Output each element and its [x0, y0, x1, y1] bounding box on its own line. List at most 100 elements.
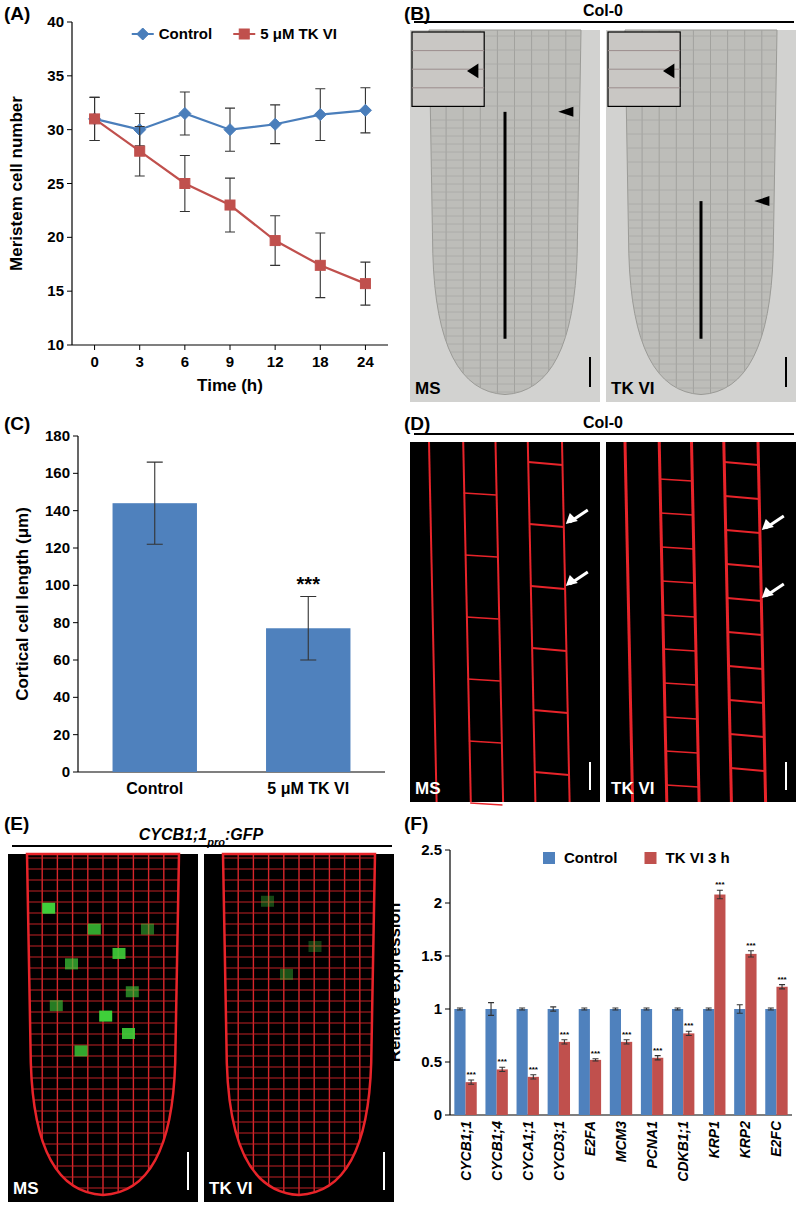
y-axis — [449, 850, 450, 1115]
annotations: ********************************* — [466, 880, 787, 1079]
cross-wall — [466, 617, 498, 619]
x-axis-title: Time (h) — [197, 376, 263, 395]
gfp-signal — [280, 969, 293, 980]
cell-file — [761, 30, 762, 402]
bar — [672, 1009, 683, 1115]
marks — [454, 890, 787, 1115]
inset-cell — [608, 87, 680, 88]
y-tick-label: 180 — [45, 427, 70, 444]
arrowhead — [762, 519, 774, 530]
cell-wall — [8, 1045, 198, 1046]
error-bar — [748, 951, 754, 957]
cross-wall — [729, 700, 763, 703]
significance: *** — [529, 1065, 539, 1074]
cell-wall — [204, 1012, 394, 1013]
bar — [559, 1042, 570, 1115]
cell-wall — [606, 372, 796, 373]
data-point — [89, 113, 101, 125]
condition-label: MS — [13, 1179, 39, 1198]
cell-wall — [8, 1166, 198, 1167]
gfp-signal — [65, 958, 78, 969]
error-bar — [147, 462, 163, 544]
y-tick-label: 2.5 — [421, 841, 442, 858]
image-panel: Col-0MSTK VI — [410, 2, 796, 402]
inset — [608, 32, 680, 106]
cell-file — [693, 30, 694, 402]
arrowhead — [558, 107, 573, 117]
micrograph — [204, 854, 394, 1202]
gfp-signal — [261, 896, 274, 907]
scale-bar — [187, 1152, 189, 1190]
root-outline — [223, 854, 375, 1195]
y-tick-label: 1.5 — [421, 947, 442, 964]
root-outline — [27, 854, 179, 1195]
error-bar — [270, 105, 280, 144]
condition-label: TK VI — [209, 1179, 252, 1198]
significance: *** — [622, 1030, 632, 1039]
error-bar — [593, 1059, 599, 1061]
cell-wall — [204, 946, 394, 947]
cell-wall — [204, 968, 394, 969]
gfp-signal — [88, 924, 101, 935]
error-bar — [90, 97, 100, 140]
y-tick-label: 0 — [434, 1106, 442, 1123]
cell-wall — [204, 1133, 394, 1134]
y-tick — [67, 183, 72, 184]
arrowhead — [566, 513, 578, 524]
error-bar — [315, 233, 325, 298]
cell-file — [298, 854, 299, 1202]
y-tick — [73, 585, 78, 586]
panel-header: Col-0 — [583, 2, 623, 19]
bar — [466, 1082, 477, 1115]
bar — [528, 1077, 539, 1115]
y-tick-label: 100 — [45, 576, 70, 593]
cell-wall — [204, 979, 394, 980]
y-tick-label: 1 — [434, 1000, 442, 1017]
cell-wall — [204, 1067, 394, 1068]
data-point — [180, 179, 190, 189]
x-tick — [94, 345, 95, 350]
y-tick-label: 35 — [47, 67, 64, 84]
error-bar — [686, 1031, 692, 1035]
cell-wall — [8, 869, 198, 870]
significance: *** — [560, 1030, 570, 1039]
error-bar — [90, 97, 100, 140]
cross-wall — [665, 751, 697, 753]
header-rule — [12, 845, 392, 847]
cells — [410, 30, 600, 402]
y-tick — [73, 510, 78, 511]
cell-wall — [204, 1144, 394, 1145]
x-tick-label: 24 — [357, 353, 374, 370]
cross-wall — [530, 524, 564, 527]
micrograph — [606, 30, 796, 402]
x-tick-label: 18 — [312, 353, 329, 370]
error-bar — [737, 1005, 743, 1013]
x-tick-label: 5 μM TK VI — [267, 780, 349, 797]
cell-file — [163, 854, 164, 1202]
condition-label: MS — [415, 779, 441, 798]
cell-wall — [429, 442, 437, 802]
panel-label: (A) — [4, 3, 30, 24]
cell-file — [344, 854, 345, 1202]
cross-wall — [729, 666, 763, 669]
cross-wall — [660, 513, 692, 515]
y-tick — [73, 734, 78, 735]
cross-wall — [665, 717, 697, 719]
cross-wall — [528, 462, 562, 465]
error-bar — [550, 1007, 556, 1011]
cell-wall — [204, 1056, 394, 1057]
cell-wall — [410, 352, 600, 353]
error-bar — [135, 126, 145, 176]
y-tick-label: 20 — [53, 726, 70, 743]
cells — [8, 854, 198, 1202]
cross-wall — [465, 555, 497, 557]
cell-wall — [204, 924, 394, 925]
x-tick — [320, 345, 321, 350]
cell-wall — [606, 190, 796, 191]
cell-wall — [606, 120, 796, 121]
cell-wall — [606, 364, 796, 365]
error-bar — [581, 1008, 587, 1010]
header-rule — [414, 21, 794, 23]
y-tick — [67, 291, 72, 292]
x-tick-label: E2FC — [768, 1120, 784, 1157]
